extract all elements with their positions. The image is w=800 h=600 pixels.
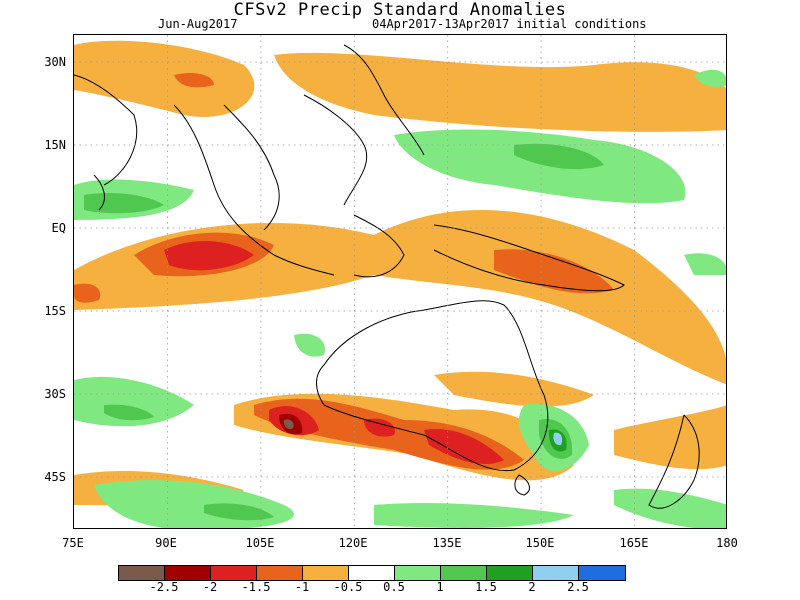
chart-title: CFSv2 Precip Standard Anomalies bbox=[233, 0, 567, 20]
colorbar-swatch-10 bbox=[579, 566, 625, 580]
season-label: Jun-Aug2017 bbox=[158, 17, 238, 31]
colorbar-label: -1.5 bbox=[241, 580, 271, 594]
map-panel bbox=[73, 34, 727, 529]
colorbar-swatch-9 bbox=[533, 566, 579, 580]
colorbar-label: 2 bbox=[528, 580, 536, 594]
lon-label-180: 180 bbox=[716, 536, 738, 550]
lon-label-135e: 135E bbox=[432, 536, 462, 550]
grid-lines bbox=[74, 35, 726, 528]
lon-label-75e: 75E bbox=[62, 536, 84, 550]
lon-label-165e: 165E bbox=[619, 536, 649, 550]
lat-label-15n: 15N bbox=[44, 138, 66, 152]
colorbar-swatch-3 bbox=[257, 566, 303, 580]
init-conditions-label: 04Apr2017-13Apr2017 initial conditions bbox=[372, 17, 647, 31]
lat-label-30n: 30N bbox=[44, 55, 66, 69]
colorbar-label: -2 bbox=[202, 580, 218, 594]
colorbar-swatch-0 bbox=[119, 566, 165, 580]
colorbar-label: 2.5 bbox=[567, 580, 589, 594]
coastlines bbox=[74, 44, 700, 509]
colorbar-swatch-4 bbox=[303, 566, 349, 580]
lon-label-120e: 120E bbox=[338, 536, 368, 550]
colorbar-label: 1.5 bbox=[475, 580, 497, 594]
wet-anomaly-medium bbox=[84, 143, 604, 521]
lat-label-15s: 15S bbox=[44, 304, 66, 318]
colorbar-label: -1 bbox=[294, 580, 310, 594]
colorbar-label: -0.5 bbox=[333, 580, 363, 594]
lon-label-150e: 150E bbox=[525, 536, 555, 550]
lat-label-eq: EQ bbox=[51, 221, 66, 235]
wet-anomaly-strong bbox=[548, 429, 567, 452]
colorbar-swatch-2 bbox=[211, 566, 257, 580]
dry-anomaly-extreme bbox=[279, 413, 303, 435]
colorbar-label: 0.5 bbox=[383, 580, 405, 594]
colorbar-label: 1 bbox=[436, 580, 444, 594]
colorbar-swatch-1 bbox=[165, 566, 211, 580]
colorbar-swatch-6 bbox=[395, 566, 441, 580]
lat-label-45s: 45S bbox=[44, 470, 66, 484]
anomaly-map bbox=[74, 35, 726, 528]
colorbar-swatch-8 bbox=[487, 566, 533, 580]
lat-label-30s: 30S bbox=[44, 387, 66, 401]
colorbar-swatch-5 bbox=[349, 566, 395, 580]
colorbar-label: -2.5 bbox=[149, 580, 179, 594]
lon-label-90e: 90E bbox=[155, 536, 177, 550]
colorbar bbox=[118, 565, 626, 581]
colorbar-swatch-7 bbox=[441, 566, 487, 580]
lon-label-105e: 105E bbox=[245, 536, 275, 550]
